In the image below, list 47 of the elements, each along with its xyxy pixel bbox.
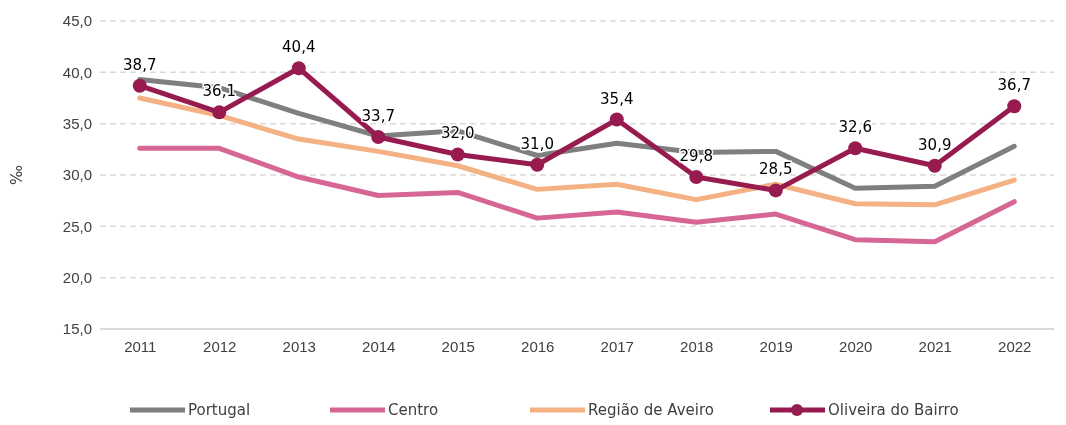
x-tick-label: 2020	[839, 337, 873, 355]
x-tick-label: 2017	[600, 337, 634, 355]
x-tick-label: 2013	[282, 337, 316, 355]
data-label: 40,4	[282, 38, 316, 57]
point	[848, 141, 863, 156]
point	[689, 170, 704, 185]
legend-label: Região de Aveiro	[588, 401, 714, 419]
point	[1007, 99, 1022, 114]
data-label: 31,0	[520, 134, 554, 153]
y-axis-title: ‰	[8, 164, 26, 186]
x-tick-label: 2016	[521, 337, 555, 355]
point	[132, 78, 147, 93]
data-label: 36,1	[202, 82, 236, 101]
point	[609, 112, 624, 127]
data-label: 38,7	[123, 55, 157, 74]
legend-label: Portugal	[188, 401, 251, 419]
point	[212, 105, 227, 120]
y-tick-label: 25,0	[62, 217, 92, 235]
data-label: 28,5	[759, 160, 793, 179]
point	[291, 61, 306, 76]
y-tick-label: 35,0	[62, 114, 92, 132]
y-tick-label: 40,0	[62, 63, 92, 81]
legend-label: Centro	[388, 401, 439, 419]
legend-label: Oliveira do Bairro	[828, 401, 959, 419]
y-tick-label: 15,0	[62, 320, 92, 338]
y-tick-label: 30,0	[62, 166, 92, 184]
point	[371, 130, 386, 145]
point	[450, 147, 465, 162]
x-tick-label: 2019	[759, 337, 793, 355]
point	[530, 157, 545, 172]
data-label: 33,7	[361, 107, 395, 126]
data-label: 29,8	[679, 147, 713, 166]
point	[927, 158, 942, 173]
x-tick-label: 2015	[441, 337, 475, 355]
y-tick-label: 20,0	[62, 268, 92, 286]
data-label: 30,9	[918, 135, 952, 154]
y-tick-label: 45,0	[62, 12, 92, 30]
point	[768, 183, 783, 198]
data-label: 35,4	[600, 89, 634, 108]
x-tick-label: 2022	[998, 337, 1032, 355]
x-tick-label: 2012	[203, 337, 237, 355]
data-label: 36,7	[997, 76, 1031, 95]
x-tick-label: 2011	[124, 337, 157, 355]
x-tick-label: 2021	[918, 337, 952, 355]
x-tick-label: 2018	[680, 337, 714, 355]
x-tick-label: 2014	[362, 337, 396, 355]
data-label: 32,6	[838, 118, 872, 137]
